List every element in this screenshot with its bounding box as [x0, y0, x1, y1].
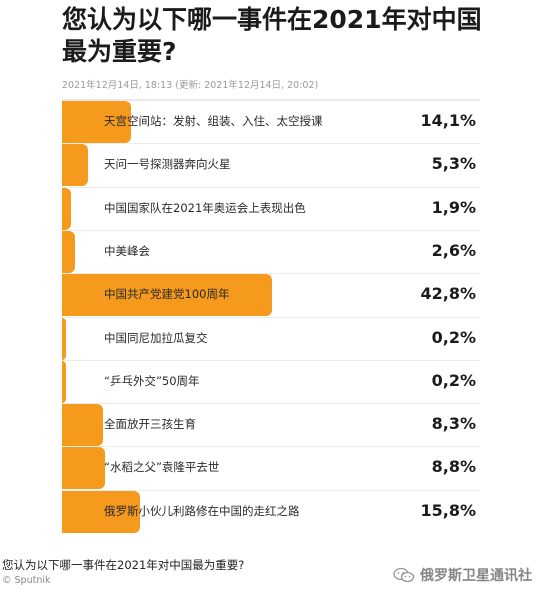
bar	[62, 447, 106, 490]
bar-row: 中国共产党建党100周年 42,8%	[0, 273, 539, 317]
category-label: 中国共产党建党100周年	[104, 287, 230, 302]
value-label: 42,8%	[420, 284, 476, 304]
category-label: “乒乓外交”50周年	[104, 373, 200, 388]
value-label: 5,3%	[431, 154, 476, 174]
category-label: 中美峰会	[104, 243, 150, 258]
image-caption: 您认为以下哪一事件在2021年对中国最为重要?	[2, 558, 245, 572]
row-divider	[62, 489, 480, 491]
row-divider	[62, 229, 480, 231]
value-label: 14,1%	[420, 111, 476, 130]
bar	[62, 317, 66, 360]
row-divider	[62, 273, 480, 275]
value-label: 1,9%	[431, 197, 476, 217]
bar	[62, 144, 88, 187]
bar-row: 天宫空间站：发射、组装、入住、太空授课 14,1%	[0, 100, 539, 143]
value-label: 2,6%	[431, 240, 476, 260]
value-label: 0,2%	[431, 370, 476, 390]
category-label: “水稻之父”袁隆平去世	[104, 460, 220, 475]
value-label: 8,8%	[431, 457, 476, 477]
category-label: 天宫空间站：发射、组装、入住、太空授课	[104, 114, 323, 128]
bar-rows: 天宫空间站：发射、组装、入住、太空授课 14,1% 天问一号探测器奔向火星 5,3% 中…	[0, 100, 539, 533]
row-divider	[62, 143, 480, 145]
bar	[62, 360, 66, 403]
bar	[62, 274, 272, 317]
bar-row: “乒乓外交”50周年 0,2%	[0, 359, 539, 403]
bar-row: 天问一号探测器奔向火星 5,3%	[0, 143, 539, 187]
bar	[62, 404, 103, 447]
wechat-icon	[393, 567, 415, 583]
row-divider	[62, 359, 480, 361]
chart-title: 您认为以下哪一事件在2021年对中国最为重要?	[62, 5, 482, 66]
bar-row: 中国国家队在2021年奥运会上表现出色 1,9%	[0, 186, 539, 230]
category-label: 俄罗斯小伙儿利路修在中国的走红之路	[104, 503, 300, 518]
row-divider	[62, 100, 480, 101]
row-divider	[62, 316, 480, 318]
row-divider	[62, 446, 480, 448]
value-label: 0,2%	[431, 327, 476, 347]
image-source: © Sputnik	[2, 575, 51, 586]
bar-row: “水稻之父”袁隆平去世 8,8%	[0, 446, 539, 490]
bar	[62, 490, 140, 533]
watermark: 俄罗斯卫星通讯社	[393, 565, 532, 585]
bar	[62, 187, 72, 230]
bar	[62, 101, 132, 143]
value-label: 8,3%	[431, 414, 476, 434]
category-label: 中国国家队在2021年奥运会上表现出色	[104, 200, 306, 215]
row-divider	[62, 403, 480, 405]
value-label: 15,8%	[420, 500, 476, 520]
category-label: 中国同尼加拉瓜复交	[104, 330, 208, 345]
category-label: 天问一号探测器奔向火星	[104, 157, 231, 172]
bar	[62, 230, 75, 273]
row-divider	[62, 186, 480, 188]
bar-row: 中国同尼加拉瓜复交 0,2%	[0, 316, 539, 360]
bar-row: 全面放开三孩生育 8,3%	[0, 403, 539, 447]
publish-date: 2021年12月14日, 18:13 (更新: 2021年12月14日, 20:…	[62, 80, 319, 91]
category-label: 全面放开三孩生育	[104, 417, 196, 432]
watermark-text: 俄罗斯卫星通讯社	[420, 568, 532, 584]
bar-row: 中美峰会 2,6%	[0, 229, 539, 273]
chart-card	[57, 0, 481, 540]
bar-row: 俄罗斯小伙儿利路修在中国的走红之路 15,8%	[0, 489, 539, 533]
